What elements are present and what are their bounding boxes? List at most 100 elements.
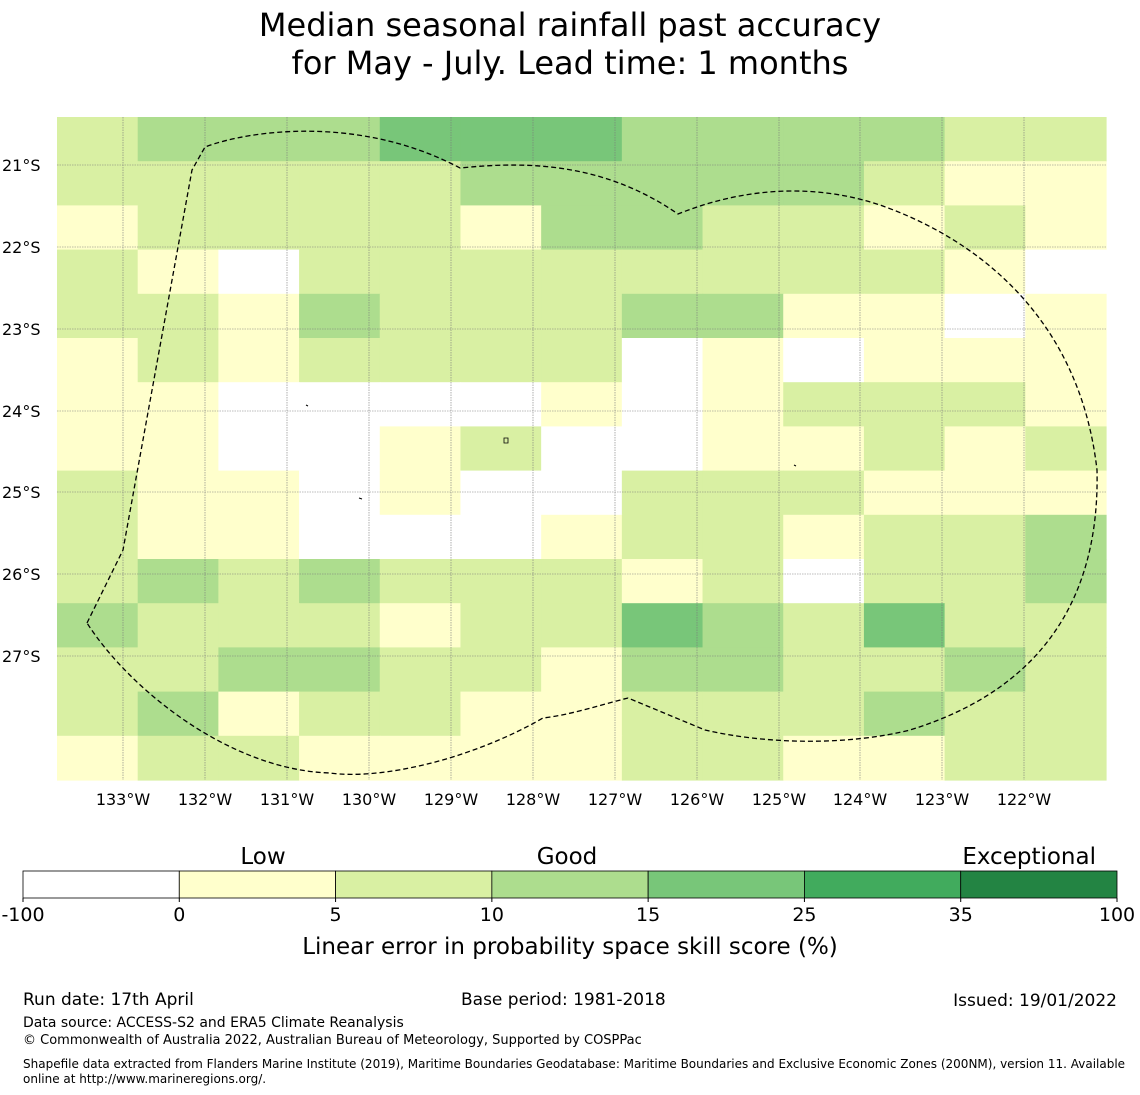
longitude-label: 128°W	[506, 790, 561, 809]
longitude-label: 130°W	[342, 790, 397, 809]
grid-cell	[621, 338, 704, 383]
grid-cell	[944, 382, 1026, 427]
grid-cell	[541, 559, 623, 604]
grid-cell	[702, 426, 784, 472]
grid-cell	[218, 382, 300, 427]
eez-boundary	[86, 130, 1098, 776]
grid-cell	[783, 603, 865, 648]
grid-cell	[299, 603, 381, 648]
colorbar-tick-label: 5	[330, 904, 342, 926]
grid-cell	[218, 249, 300, 295]
grid-cell	[57, 293, 139, 339]
grid-cell	[944, 293, 1026, 339]
grid-cell	[379, 293, 462, 339]
grid-cell	[57, 559, 139, 604]
grid-cell	[783, 382, 865, 427]
grid-cell	[379, 205, 462, 251]
grid-cell	[944, 647, 1026, 693]
grid-cell	[460, 205, 542, 251]
grid-cell	[1025, 117, 1107, 162]
run-date: Run date: 17th April	[23, 990, 194, 1010]
grid-cell	[783, 735, 865, 781]
grid-cell	[702, 293, 784, 339]
grid-cell	[783, 426, 865, 472]
colorbar-tick-label: 25	[792, 904, 816, 926]
grid-cell	[863, 249, 946, 295]
grid-cell	[57, 514, 139, 560]
graticule	[57, 117, 1106, 780]
grid-cell	[218, 647, 300, 693]
grid-cell	[863, 647, 946, 693]
title-line-2: for May - July. Lead time: 1 months	[291, 44, 849, 82]
grid-cell	[541, 647, 623, 693]
grid-cell	[944, 691, 1026, 737]
grid-cell	[944, 249, 1026, 295]
grid-cell	[137, 735, 219, 781]
issued-date: Issued: 19/01/2022	[953, 991, 1117, 1011]
grid-cell	[863, 470, 946, 516]
grid-cell	[299, 249, 381, 295]
longitude-label: 132°W	[178, 790, 233, 809]
grid-cell	[299, 647, 381, 693]
latitude-label: 21°S	[2, 156, 41, 175]
colorbar-axis-label: Linear error in probability space skill …	[302, 934, 838, 960]
grid-cell	[702, 117, 784, 162]
grid-cell	[137, 249, 219, 295]
grid-cell	[460, 735, 542, 781]
grid-cell	[944, 735, 1026, 781]
grid-cell	[863, 205, 946, 251]
grid-cell	[460, 647, 542, 693]
grid-cell	[944, 426, 1026, 472]
colorbar-swatch	[491, 870, 649, 899]
grid-cell	[218, 514, 300, 560]
colorbar-category-label: Low	[240, 844, 285, 870]
grid-cell	[783, 470, 865, 516]
grid-cell	[379, 382, 462, 427]
grid-cell	[621, 559, 704, 604]
grid-cell	[621, 691, 704, 737]
grid-cell	[379, 647, 462, 693]
grid-cell	[57, 205, 139, 251]
grid-cell	[541, 338, 623, 383]
colorbar-swatch	[960, 870, 1118, 899]
data-source: Data source: ACCESS-S2 and ERA5 Climate …	[23, 1015, 404, 1031]
grid-cell	[944, 161, 1026, 206]
colorbar-swatch	[647, 870, 805, 899]
grid-cell	[541, 426, 623, 472]
grid-cell	[137, 426, 219, 472]
shapefile-credit: Shapefile data extracted from Flanders M…	[23, 1057, 1126, 1086]
grid-cell	[702, 338, 784, 383]
latitude-label: 25°S	[2, 483, 41, 502]
grid-cell	[379, 161, 462, 206]
grid-cell	[460, 117, 542, 162]
grid-cell	[218, 470, 300, 516]
latitude-label: 23°S	[2, 320, 41, 339]
grid-cell	[1025, 735, 1107, 781]
grid-cell	[541, 735, 623, 781]
grid-cell	[702, 161, 784, 206]
grid-cell	[460, 161, 542, 206]
chart-title: Median seasonal rainfall past accuracy f…	[0, 6, 1140, 82]
grid-cell	[460, 603, 542, 648]
grid-cell	[299, 426, 381, 472]
grid-cell	[1025, 470, 1107, 516]
grid-cell	[1025, 426, 1107, 472]
grid-cell	[1025, 603, 1107, 648]
grid-cell	[460, 514, 542, 560]
colorbar-tick-label: -100	[1, 904, 44, 926]
colorbar-tick-label: 0	[173, 904, 185, 926]
grid-cell	[621, 470, 704, 516]
grid-cell	[137, 647, 219, 693]
grid-cell	[218, 735, 300, 781]
grid-cell	[218, 161, 300, 206]
latitude-label: 27°S	[2, 647, 41, 666]
colorbar-swatch	[178, 870, 336, 899]
grid-cell	[541, 603, 623, 648]
grid-cell	[57, 647, 139, 693]
grid-cell	[783, 559, 865, 604]
grid-cell	[944, 470, 1026, 516]
grid-cell	[863, 293, 946, 339]
grid-cell	[379, 735, 462, 781]
grid-cell	[299, 514, 381, 560]
base-period: Base period: 1981-2018	[461, 990, 666, 1010]
